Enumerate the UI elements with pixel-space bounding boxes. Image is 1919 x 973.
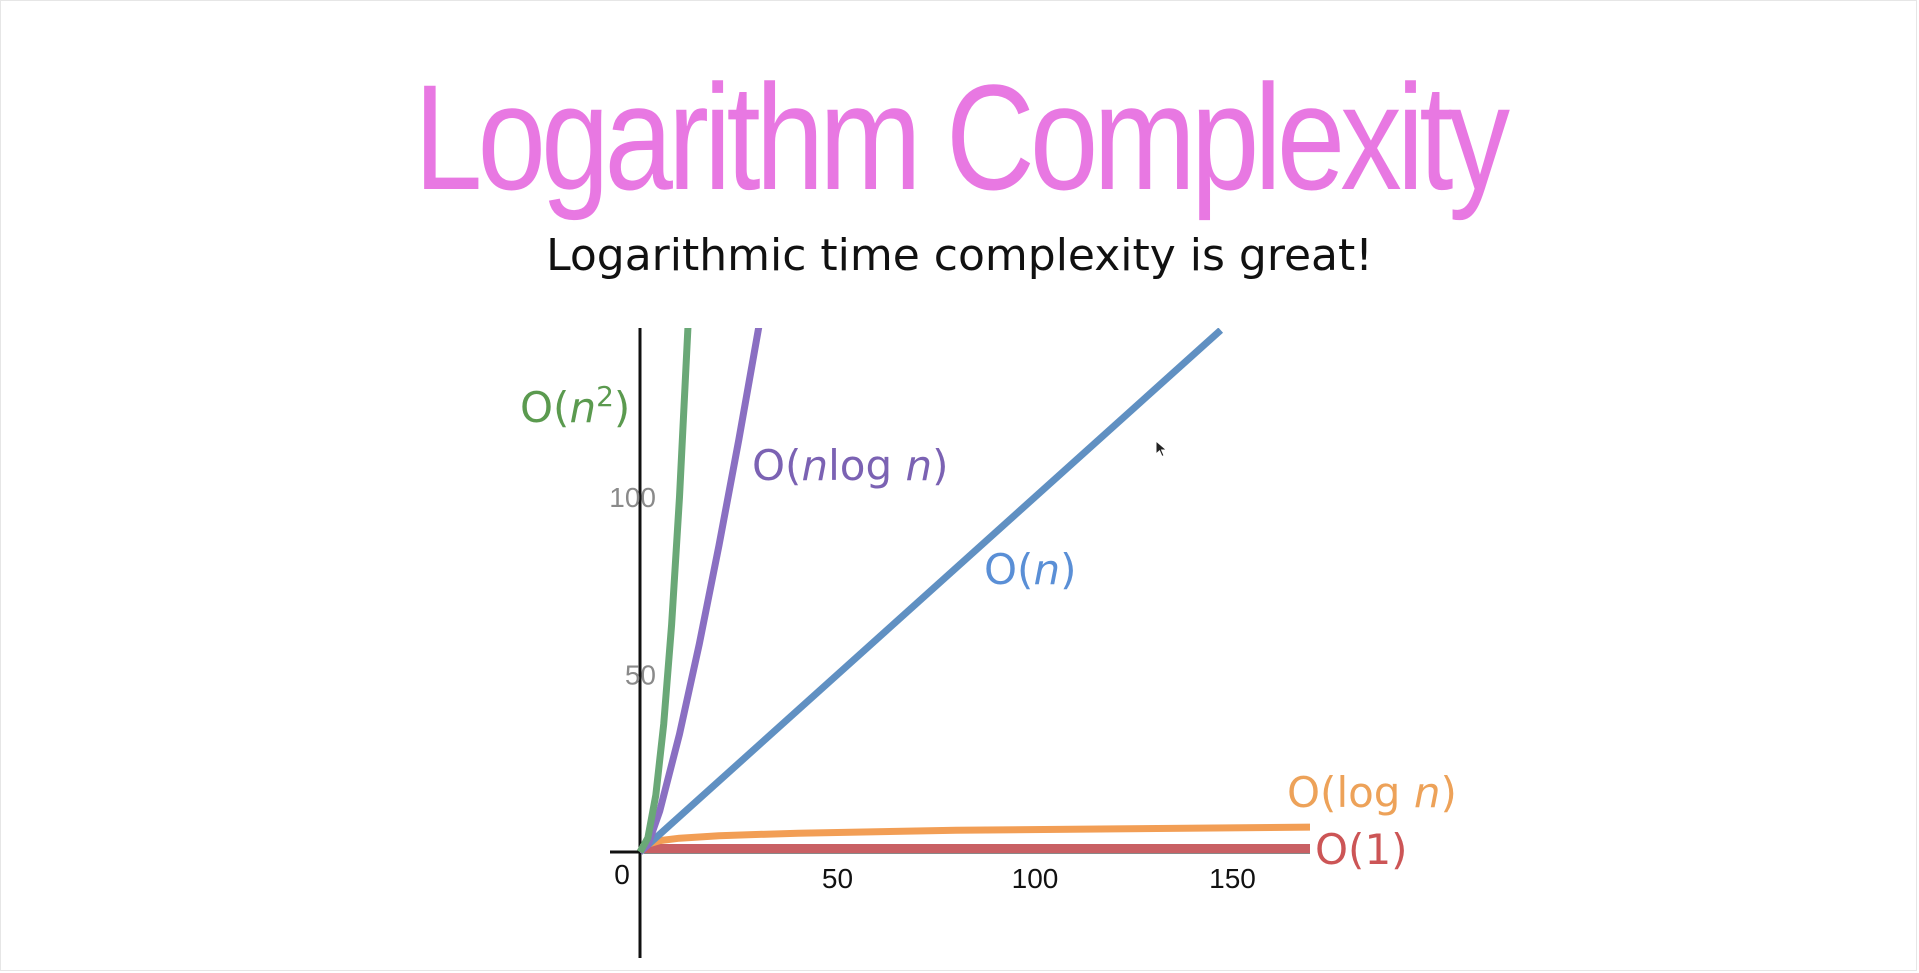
y-tick-label: 100 [609, 482, 656, 513]
series-label: O(n2) [520, 380, 630, 433]
series-label: O(log n) [1287, 768, 1457, 817]
series-line [637, 328, 1224, 855]
slide-subtitle: Logarithmic time complexity is great! [546, 230, 1373, 281]
mouse-cursor-icon [1155, 440, 1168, 458]
series-label: O(1) [1315, 825, 1408, 874]
slide-title: Logarithm Complexity [414, 53, 1510, 221]
x-tick-label: 50 [822, 863, 853, 894]
series-lines [636, 328, 1310, 855]
origin-label: 0 [614, 859, 630, 890]
series-line [636, 328, 692, 854]
x-tick-label: 100 [1012, 863, 1059, 894]
series-label: O(n) [984, 545, 1076, 594]
series-label: O(nlog n) [752, 441, 948, 490]
x-tick-label: 150 [1209, 863, 1256, 894]
y-tick-label: 50 [625, 660, 656, 691]
